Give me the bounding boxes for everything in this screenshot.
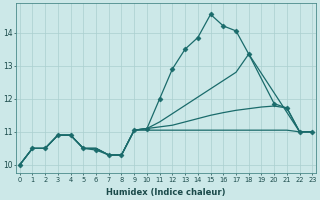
X-axis label: Humidex (Indice chaleur): Humidex (Indice chaleur) xyxy=(106,188,226,197)
